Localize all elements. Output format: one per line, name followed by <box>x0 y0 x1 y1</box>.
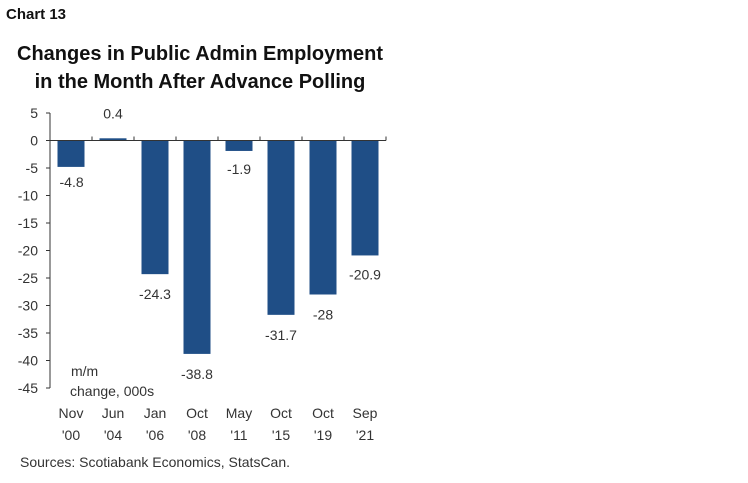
bar <box>57 140 85 167</box>
y-tick-label: -30 <box>18 298 38 314</box>
x-tick-label-year: '15 <box>272 427 290 443</box>
x-tick-label-year: '19 <box>314 427 332 443</box>
data-label: -38.8 <box>181 366 213 382</box>
x-tick-label-year: '06 <box>146 427 164 443</box>
x-tick-label-year: '04 <box>104 427 122 443</box>
y-tick-label: -35 <box>18 325 38 341</box>
y-tick-label: -5 <box>26 160 39 176</box>
x-tick-label: Oct <box>312 405 334 421</box>
x-tick-label: Jan <box>144 405 167 421</box>
x-tick-label-year: '08 <box>188 427 206 443</box>
x-tick-label: Jun <box>102 405 125 421</box>
x-tick-label: Sep <box>353 405 378 421</box>
data-label: -1.9 <box>227 161 251 177</box>
data-label: 0.4 <box>103 105 123 121</box>
chart-title-line-1: Changes in Public Admin Employment <box>17 43 383 65</box>
x-tick-label: Oct <box>186 405 208 421</box>
y-tick-label: 0 <box>30 133 38 149</box>
chart-number: Chart 13 <box>6 6 67 23</box>
bar <box>99 138 127 141</box>
bar <box>225 140 253 151</box>
bar <box>267 140 295 315</box>
bar <box>351 140 379 256</box>
y-tick-label: -10 <box>18 188 38 204</box>
bar <box>141 140 169 275</box>
source-note: Sources: Scotiabank Economics, StatsCan. <box>20 454 291 470</box>
data-label: -24.3 <box>139 286 171 302</box>
x-tick-label-year: '21 <box>356 427 374 443</box>
x-tick-label: Oct <box>270 405 292 421</box>
y-tick-label: -25 <box>18 270 38 286</box>
y-tick-label: -20 <box>18 243 38 259</box>
bar <box>183 140 211 354</box>
y-tick-label: -15 <box>18 215 38 231</box>
y-tick-label: -40 <box>18 353 38 369</box>
y-tick-label: 5 <box>30 105 38 121</box>
x-tick-label: Nov <box>59 405 84 421</box>
data-label: -4.8 <box>60 174 84 190</box>
x-tick-label-year: '11 <box>230 427 247 443</box>
bar <box>309 140 337 295</box>
chart-title-line-2: in the Month After Advance Polling <box>34 71 366 93</box>
data-label: -31.7 <box>265 327 297 343</box>
data-label: -20.9 <box>349 266 381 282</box>
x-tick-label-year: '00 <box>62 427 80 443</box>
unit-label-line-1: m/m <box>71 363 98 379</box>
unit-label-line-2: change, 000s <box>70 383 154 399</box>
y-tick-label: -45 <box>18 380 38 396</box>
data-label: -28 <box>313 307 333 323</box>
x-tick-label: May <box>226 405 252 421</box>
